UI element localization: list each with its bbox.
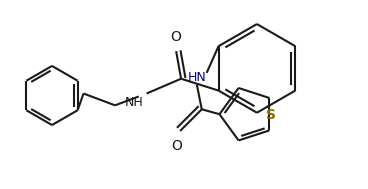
Text: S: S — [266, 108, 276, 122]
Text: NH: NH — [125, 96, 144, 109]
Text: O: O — [172, 139, 183, 153]
Text: HN: HN — [187, 71, 206, 84]
Text: O: O — [171, 30, 181, 44]
